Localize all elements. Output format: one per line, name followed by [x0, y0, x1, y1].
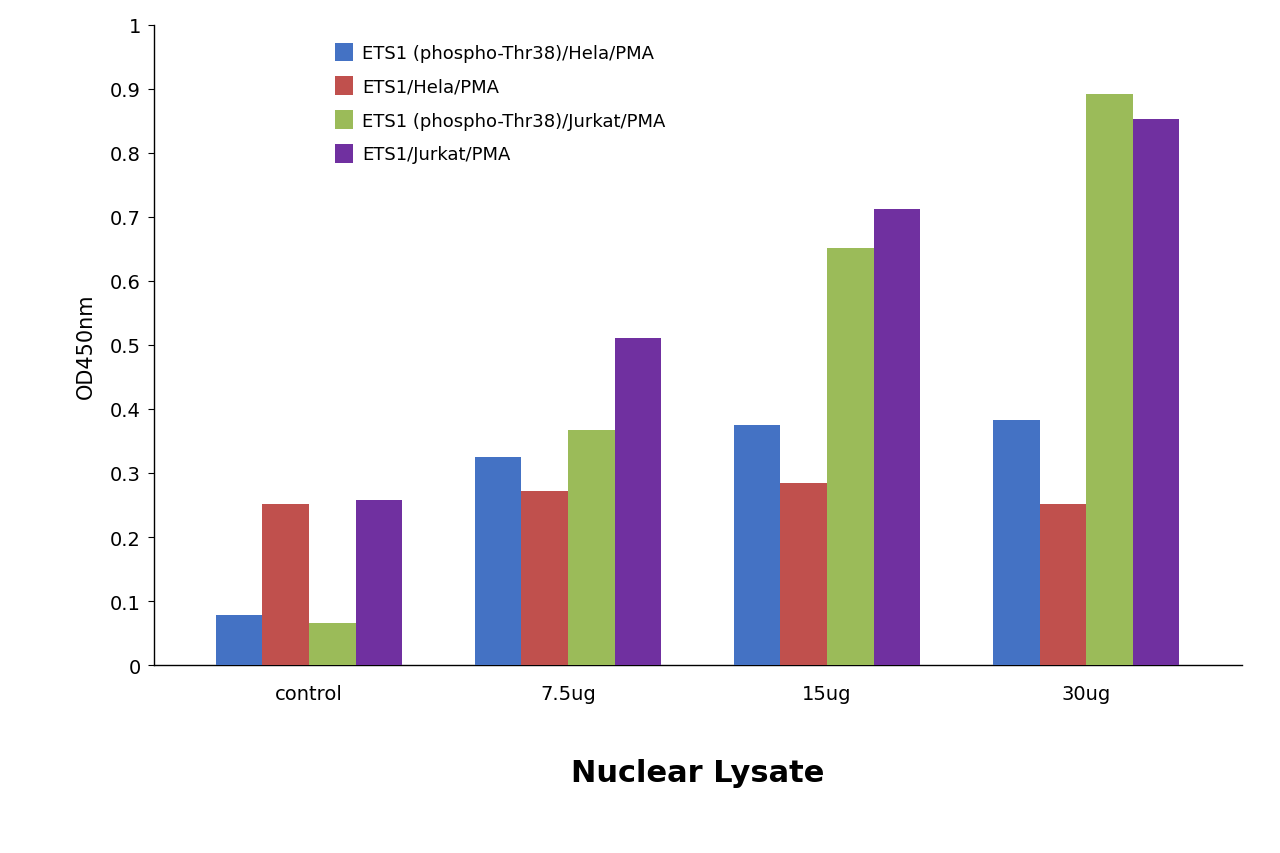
Bar [475, 457, 521, 665]
Bar [733, 426, 781, 665]
X-axis label: Nuclear Lysate: Nuclear Lysate [571, 758, 824, 787]
Bar [1039, 504, 1087, 665]
Bar [216, 616, 262, 665]
Y-axis label: OD450nm: OD450nm [77, 293, 96, 398]
Bar [874, 210, 920, 665]
Bar [1133, 120, 1179, 665]
Legend: ETS1 (phospho-Thr38)/Hela/PMA, ETS1/Hela/PMA, ETS1 (phospho-Thr38)/Jurkat/PMA, E: ETS1 (phospho-Thr38)/Hela/PMA, ETS1/Hela… [326, 35, 675, 173]
Bar [568, 431, 614, 665]
Bar [521, 491, 568, 665]
Bar [356, 500, 402, 665]
Bar [827, 248, 874, 665]
Bar [781, 483, 827, 665]
Bar [262, 504, 308, 665]
Bar [614, 339, 662, 665]
Bar [993, 421, 1039, 665]
Bar [1087, 95, 1133, 665]
Bar [308, 624, 356, 665]
